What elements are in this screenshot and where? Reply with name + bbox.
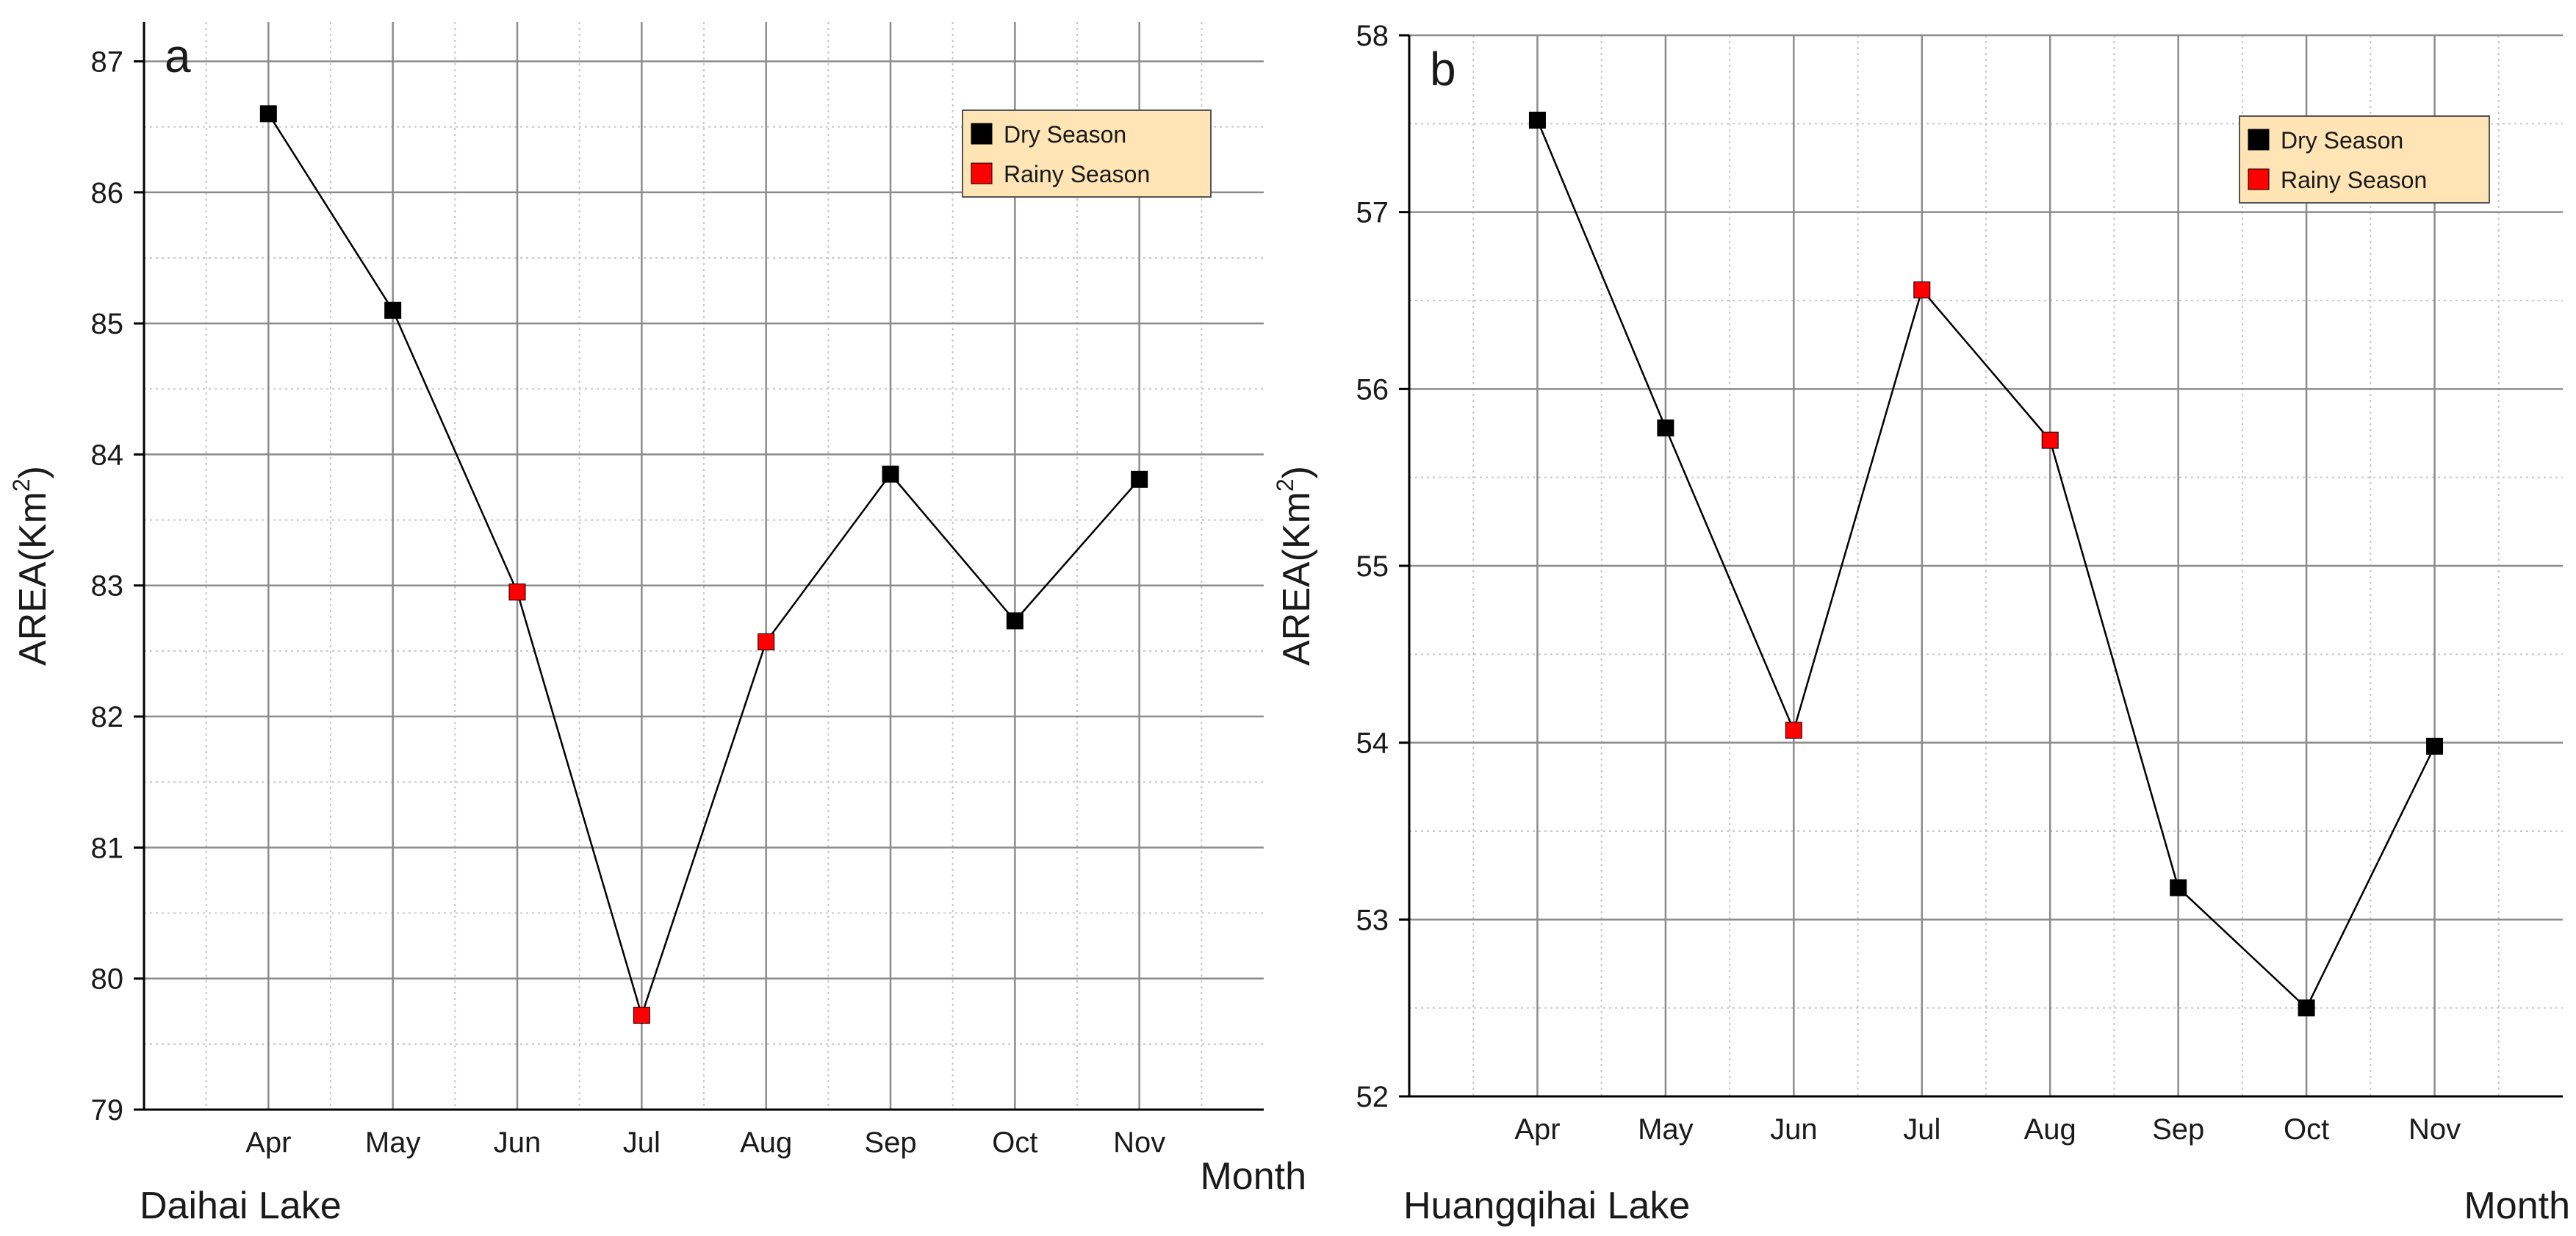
y-tick-label: 81 [91,832,124,864]
x-tick-label: Jun [1770,1113,1818,1146]
y-axis-title-main: AREA(Km [1276,492,1318,666]
y-axis-title-superscript: 2 [1272,478,1298,492]
x-tick-label: Apr [1514,1113,1560,1146]
legend-label-rainy: Rainy Season [1004,161,1150,187]
panel-label: b [1430,43,1456,96]
y-tick-label: 83 [91,570,124,603]
y-axis-title-superscript: 2 [8,478,35,492]
panel-label: a [165,29,191,82]
x-tick-label: Apr [245,1127,291,1159]
legend-swatch-rainy [2248,168,2270,190]
legend-box [2239,115,2490,204]
data-point-marker-apr [259,105,277,123]
x-tick-label: Sep [864,1127,916,1159]
y-tick-label: 52 [1356,1081,1389,1113]
x-tick-label: Jul [1903,1113,1940,1146]
x-axis-title: Month [1200,1155,1306,1198]
y-tick-label: 79 [91,1094,124,1127]
x-tick-label: Oct [2284,1113,2329,1146]
chart-panel-b: 52 53 54 55 56 57 58 Apr May Jun Jul Aug Sep Oct Nov b D… [1272,20,2570,1227]
legend-label-dry: Dry Season [2281,127,2403,154]
x-tick-label: Jun [494,1127,542,1159]
y-axis-title: AREA(Km2) [8,466,54,666]
data-point-marker-aug [2041,431,2059,449]
legend-swatch-rainy [971,162,993,184]
data-point-marker-nov [2426,737,2444,755]
y-tick-label: 57 [1356,197,1389,229]
y-tick-label: 58 [1356,20,1389,52]
x-tick-label: Oct [992,1127,1037,1159]
data-point-marker-sep [882,465,899,483]
chart-panel-a: 79 80 81 82 83 84 85 86 87 Apr May Jun Jul Aug Sep Oct N… [8,22,1306,1227]
data-point-marker-jul [1913,281,1931,299]
x-tick-label: Aug [2024,1113,2076,1146]
legend-box [962,109,1212,198]
legend-swatch-dry [971,123,993,145]
y-axis-title-close: ) [12,466,54,478]
y-tick-label: 87 [91,46,124,78]
x-tick-label: Nov [2408,1113,2461,1146]
lake-name-label: Huangqihai Lake [1403,1185,1690,1227]
x-axis-title: Month [2464,1185,2570,1227]
x-tick-label: May [1638,1113,1694,1146]
data-point-marker-may [384,301,402,319]
x-tick-label: Sep [2152,1113,2204,1146]
y-tick-label: 54 [1356,727,1389,760]
data-point-marker-apr [1528,112,1546,129]
data-point-marker-oct [1006,612,1023,630]
y-tick-label: 86 [91,177,124,209]
data-point-marker-jul [633,1007,650,1024]
y-axis-title-main: AREA(Km [12,492,54,666]
data-series-line [1536,120,2436,1010]
legend-label-rainy: Rainy Season [2281,167,2427,193]
y-tick-label: 55 [1356,550,1389,583]
x-tick-label: Jul [623,1127,661,1159]
lake-name-label: Daihai Lake [140,1185,342,1227]
y-tick-label: 56 [1356,373,1389,406]
y-axis-title: AREA(Km2) [1272,466,1318,666]
legend-swatch-dry [2248,129,2270,151]
data-point-marker-jun [1785,722,1802,739]
y-tick-label: 53 [1356,904,1389,936]
data-series-line [267,113,1140,1018]
data-point-marker-nov [1131,470,1148,488]
data-point-marker-oct [2298,999,2315,1017]
y-tick-label: 85 [91,308,124,340]
data-point-marker-sep [2170,879,2187,897]
x-tick-label: Aug [740,1127,792,1159]
x-tick-label: May [365,1127,421,1159]
y-tick-label: 80 [91,963,124,996]
data-point-marker-may [1657,419,1674,436]
legend-label-dry: Dry Season [1004,121,1126,148]
y-tick-label: 84 [91,439,124,471]
data-point-marker-aug [758,633,775,650]
y-tick-label: 82 [91,701,124,733]
data-point-marker-jun [508,583,526,601]
x-tick-label: Nov [1113,1127,1165,1159]
y-axis-title-close: ) [1276,466,1318,478]
